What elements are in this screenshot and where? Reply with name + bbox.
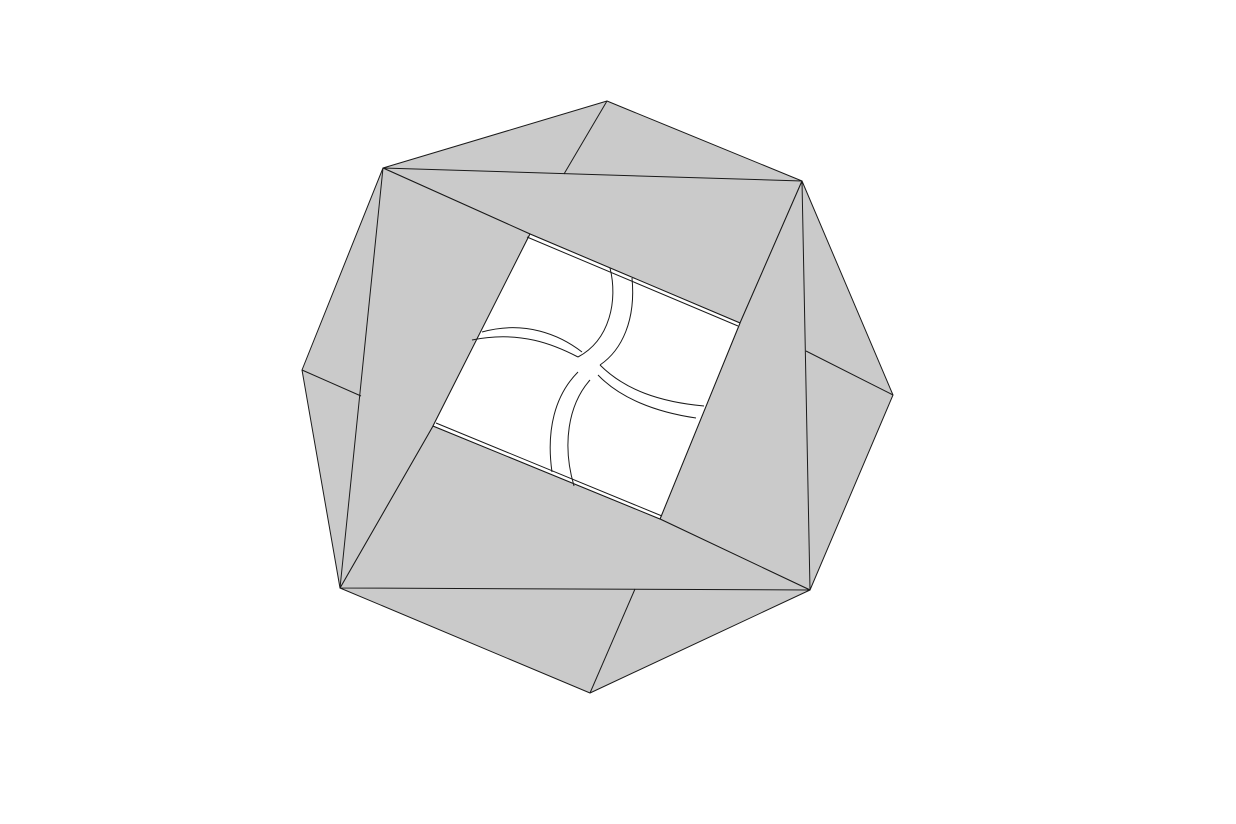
curve-left-a	[471, 336, 579, 358]
curve-right-a	[599, 364, 705, 407]
curve-bottom-b	[567, 379, 591, 487]
curve-right-b	[597, 374, 697, 419]
curve-bottom-a	[549, 371, 579, 473]
crease-left	[301, 369, 362, 397]
crease-bottom	[589, 588, 636, 694]
center-window	[432, 233, 741, 520]
curve-left-b	[481, 327, 583, 353]
curve-top-b	[599, 277, 634, 366]
crease-right	[805, 350, 894, 396]
curve-top-a	[577, 267, 614, 358]
crease-top	[563, 100, 608, 175]
window-edge-bottom	[435, 422, 663, 517]
